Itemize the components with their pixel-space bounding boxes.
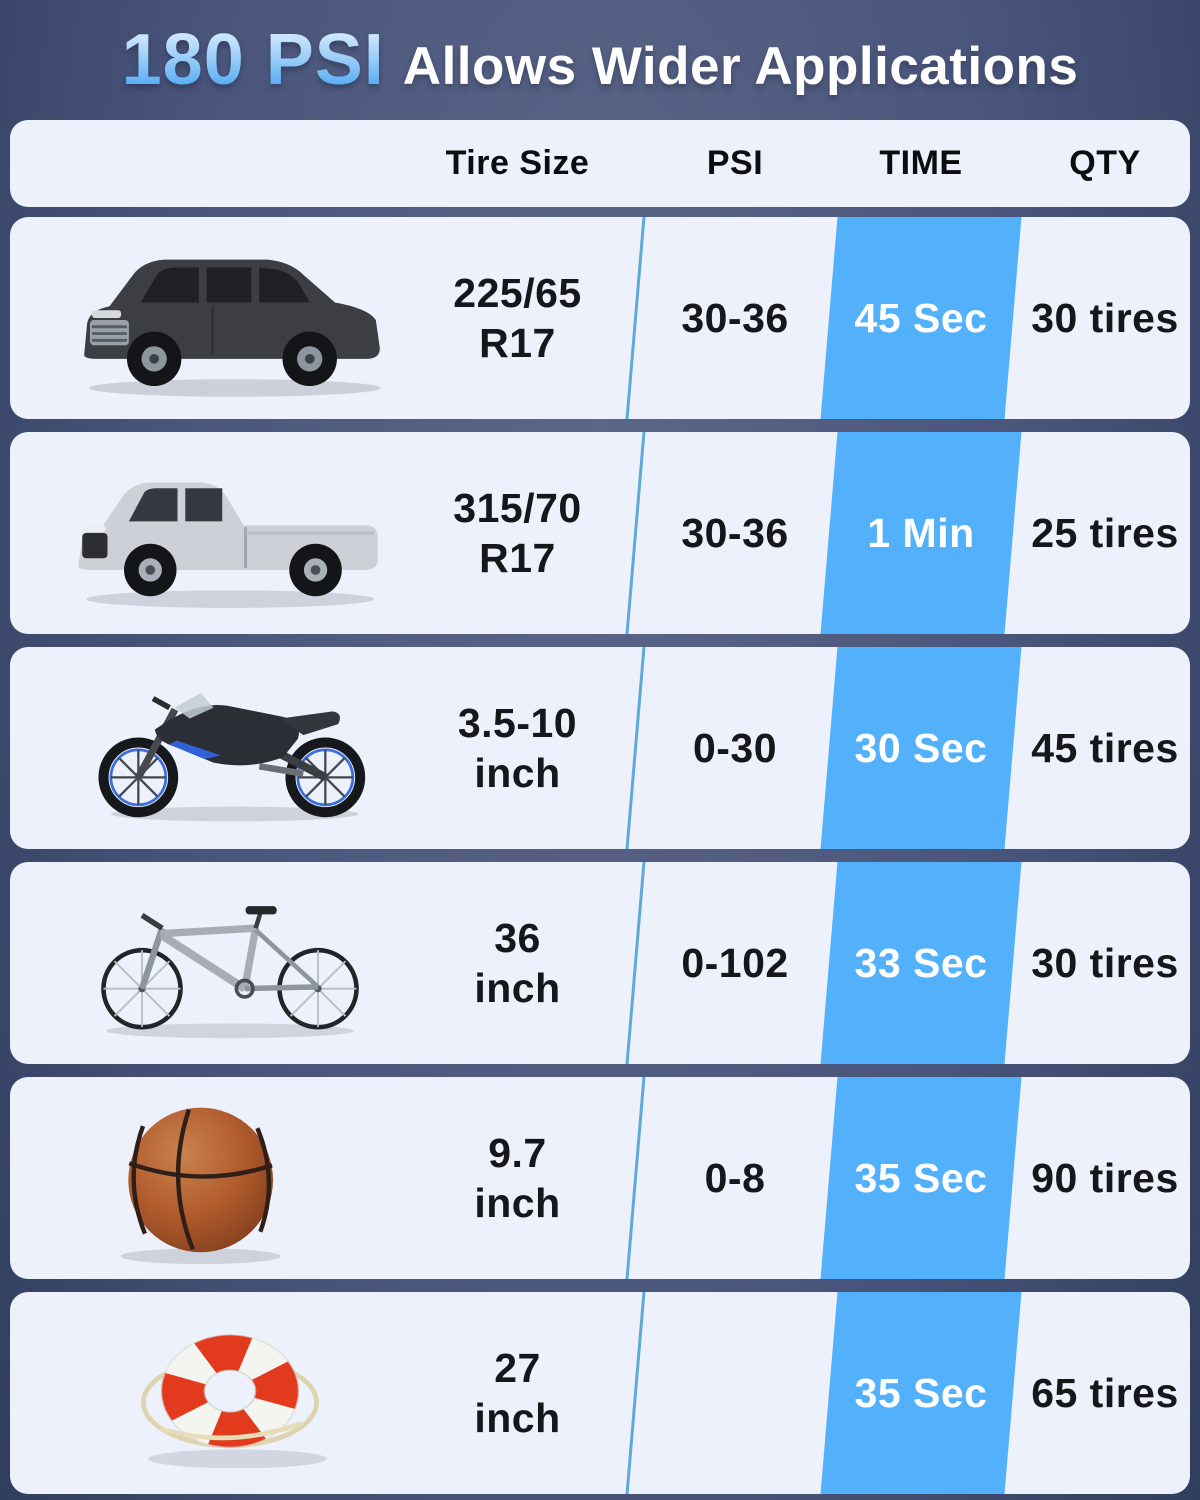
life-ring-icon: [141, 1334, 327, 1469]
tire-size-line2: R17: [479, 320, 556, 366]
tire-size-line2: inch: [474, 1180, 561, 1226]
qty-cell: 30 tires: [1031, 939, 1179, 986]
suv-icon: [84, 259, 381, 397]
psi-cell: 0-102: [681, 939, 789, 986]
tire-size-line2: inch: [474, 1395, 561, 1441]
qty-cell: 65 tires: [1031, 1369, 1179, 1416]
header-tire-size: Tire Size: [445, 144, 590, 182]
pickup-truck-image: [40, 432, 420, 634]
bicycle-icon: [101, 906, 359, 1039]
psi-cell: 30-36: [681, 509, 789, 556]
psi-cell: 30-36: [681, 294, 789, 341]
title-psi-highlight: 180 PSI: [121, 20, 385, 100]
table-header-row: Tire Size PSI TIME QTY: [10, 120, 1190, 207]
psi-cell: [640, 1292, 830, 1494]
tire-size-line1: 27: [494, 1344, 541, 1391]
psi-cell: 0-8: [704, 1154, 766, 1201]
tire-size-cell: 3.5-10 inch: [410, 647, 625, 849]
page-title: 180 PSI Allows Wider Applications: [0, 0, 1200, 120]
tire-size-cell: 315/70 R17: [410, 432, 625, 634]
time-cell: 35 Sec: [854, 1154, 988, 1201]
time-cell: 45 Sec: [854, 294, 988, 341]
table-row-pickup: 315/70 R17 30-36 1 Min 25 tires: [10, 432, 1190, 634]
tire-size-cell: 27 inch: [410, 1292, 625, 1494]
tire-size-line2: inch: [474, 965, 561, 1011]
time-cell: 33 Sec: [854, 939, 988, 986]
qty-cell: 45 tires: [1031, 724, 1179, 771]
qty-cell: 25 tires: [1031, 509, 1179, 556]
table-row-swim-ring: 27 inch 35 Sec 65 tires: [10, 1292, 1190, 1494]
table-row-basketball: 9.7 inch 0-8 35 Sec 90 tires: [10, 1077, 1190, 1279]
table-row-bicycle: 36 inch 0-102 33 Sec 30 tires: [10, 862, 1190, 1064]
title-text: Allows Wider Applications: [402, 37, 1079, 96]
qty-cell: 30 tires: [1031, 294, 1179, 341]
basketball-icon: [120, 1107, 281, 1265]
qty-cell: 90 tires: [1031, 1154, 1179, 1201]
table-row-motorcycle: 3.5-10 inch 0-30 30 Sec 45 tires: [10, 647, 1190, 849]
time-cell: 35 Sec: [854, 1369, 988, 1416]
basketball-image: [40, 1077, 420, 1279]
table-row-suv: 225/65 R17 30-36 45 Sec 30 tires: [10, 217, 1190, 419]
suv-image: [40, 217, 420, 419]
tire-size-line2: inch: [474, 750, 561, 796]
header-psi: PSI: [706, 144, 764, 182]
tire-size-cell: 225/65 R17: [410, 217, 625, 419]
life-ring-image: [40, 1292, 420, 1494]
header-time: TIME: [879, 144, 963, 182]
tire-size-cell: 36 inch: [410, 862, 625, 1064]
tire-size-line1: 315/70: [453, 484, 582, 531]
tire-size-cell: 9.7 inch: [410, 1077, 625, 1279]
tire-size-line1: 225/65: [453, 269, 582, 316]
motorcycle-icon: [98, 693, 366, 822]
time-cell: 1 Min: [867, 509, 975, 556]
time-cell: 30 Sec: [854, 724, 988, 771]
bicycle-image: [40, 862, 420, 1064]
tire-size-line2: R17: [479, 535, 556, 581]
motorcycle-image: [40, 647, 420, 849]
tire-size-line1: 9.7: [488, 1129, 547, 1176]
header-qty: QTY: [1069, 144, 1141, 182]
tire-size-line1: 3.5-10: [457, 699, 578, 746]
pickup-truck-icon: [78, 482, 378, 608]
tire-size-line1: 36: [494, 914, 541, 961]
psi-cell: 0-30: [692, 724, 778, 771]
